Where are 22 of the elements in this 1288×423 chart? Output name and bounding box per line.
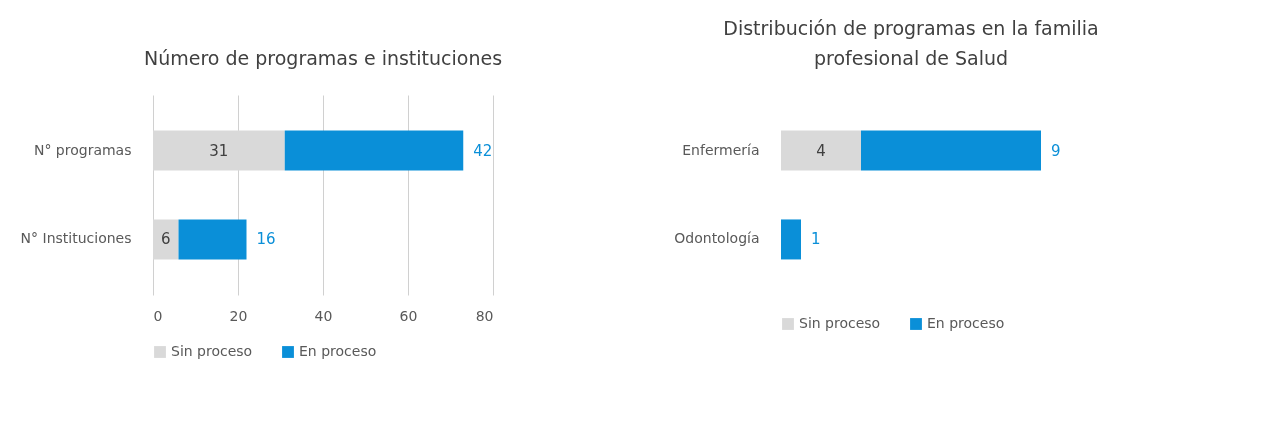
data-label: 6 [160, 230, 171, 249]
legend-label: En proceso [299, 343, 377, 359]
legend-label: En proceso [927, 315, 1005, 331]
legend-label: Sin proceso [799, 315, 881, 331]
x-tick-label: 60 [399, 307, 418, 324]
data-label: 9 [1051, 141, 1061, 160]
chart-title: Número de programas e instituciones [143, 47, 503, 69]
data-label: 42 [473, 141, 493, 160]
x-tick-label: 80 [475, 307, 494, 324]
data-label: 31 [209, 141, 229, 160]
x-tick-label: 40 [314, 307, 333, 324]
y-tick-label: N° Instituciones [20, 230, 132, 247]
data-label: 1 [811, 230, 821, 249]
y-tick-label: Enfermería [682, 141, 760, 158]
legend-label: Sin proceso [171, 343, 253, 359]
data-label: 4 [816, 141, 826, 160]
x-tick-label: 0 [153, 307, 163, 324]
chart-title: Distribución de programas en la familia profesional de Salud [723, 17, 1099, 69]
data-label: 16 [256, 230, 276, 249]
y-tick-label: N° programas [33, 141, 132, 158]
y-tick-label: Odontología [674, 230, 760, 247]
x-tick-label: 20 [229, 307, 248, 324]
